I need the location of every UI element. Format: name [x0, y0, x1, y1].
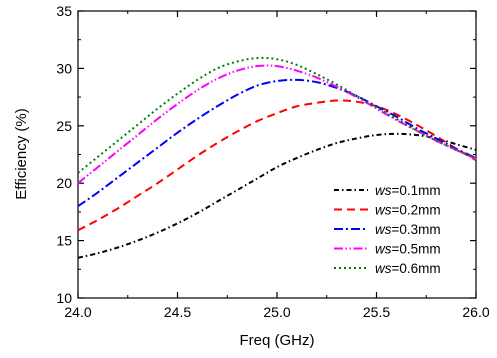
legend-label-rest: =0.5mm [392, 242, 441, 257]
y-tick-label: 25 [56, 118, 72, 134]
y-tick-label: 30 [56, 60, 72, 76]
legend-label: ws=0.5mm [375, 242, 441, 257]
y-tick-label: 15 [56, 233, 72, 249]
x-tick-label: 24.0 [64, 304, 91, 320]
legend-label-rest: =0.1mm [392, 183, 441, 198]
x-axis-ticks: 24.0 24.5 25.0 25.5 26.0 [64, 11, 490, 320]
y-axis-ticks: 10 15 20 25 30 35 [56, 3, 476, 306]
y-axis-title: Efficiency (%) [13, 108, 30, 199]
x-tick-label: 24.5 [164, 304, 191, 320]
legend-label-rest: =0.3mm [392, 222, 441, 237]
legend-label: ws=0.6mm [375, 261, 441, 276]
y-tick-label: 10 [56, 290, 72, 306]
legend-label-rest: =0.6mm [392, 261, 441, 276]
legend-label: ws=0.1mm [375, 183, 441, 198]
series-line-1 [77, 132, 477, 259]
series-line-2 [77, 99, 477, 232]
legend-label-rest: =0.2mm [392, 203, 441, 218]
x-tick-label: 26.0 [462, 304, 489, 320]
y-tick-label: 35 [56, 3, 72, 19]
legend-label-italic: ws [375, 261, 392, 276]
legend-label: ws=0.3mm [375, 222, 441, 237]
series-line-4 [77, 64, 477, 184]
series-line-3 [77, 78, 477, 207]
x-tick-label: 25.5 [363, 304, 390, 320]
legend-label-italic: ws [375, 203, 392, 218]
legend-label-italic: ws [375, 183, 392, 198]
y-tick-label: 20 [56, 175, 72, 191]
legend-label-italic: ws [375, 242, 392, 257]
legend-label-italic: ws [375, 222, 392, 237]
x-tick-label: 25.0 [263, 304, 290, 320]
legend-label: ws=0.2mm [375, 203, 441, 218]
x-axis-title: Freq (GHz) [240, 332, 315, 349]
series-line-5 [77, 56, 477, 174]
series-lines [77, 56, 477, 259]
